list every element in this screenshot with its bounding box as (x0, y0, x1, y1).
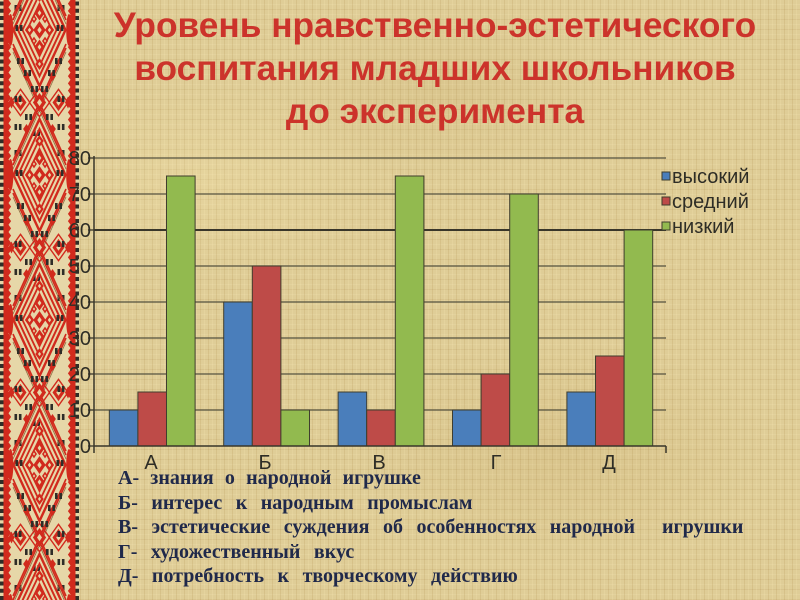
svg-text:50: 50 (69, 256, 91, 278)
svg-text:20: 20 (69, 364, 91, 386)
svg-text:Г: Г (491, 452, 502, 474)
svg-text:60: 60 (69, 220, 91, 242)
svg-text:Д: Д (602, 452, 616, 474)
svg-text:средний: средний (672, 191, 749, 213)
svg-text:Б: Б (258, 452, 271, 474)
svg-text:10: 10 (69, 400, 91, 422)
svg-text:80: 80 (69, 148, 91, 170)
svg-text:70: 70 (69, 184, 91, 206)
svg-text:А: А (144, 452, 158, 474)
svg-text:низкий: низкий (672, 216, 734, 238)
svg-text:В: В (372, 452, 385, 474)
svg-text:высокий: высокий (672, 166, 749, 188)
svg-text:40: 40 (69, 292, 91, 314)
svg-text:30: 30 (69, 328, 91, 350)
svg-text:0: 0 (80, 436, 91, 458)
